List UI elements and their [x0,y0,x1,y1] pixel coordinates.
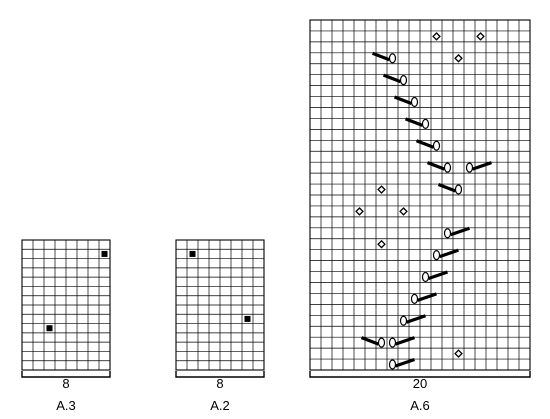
cable-bar [437,183,457,193]
cable-bar [371,51,391,62]
cable-oval [388,53,397,64]
cable-bar [360,336,380,346]
diamond-symbol [399,207,408,216]
cable-oval [465,162,474,173]
chart-a2-width-bracket [175,371,265,378]
cable-slash-symbol [371,51,397,64]
diamond-symbol [432,32,441,41]
cable-oval [421,271,430,283]
cable-bar [405,314,427,324]
cable-slash-symbol [432,248,460,261]
diamond-symbol [454,349,463,358]
cable-bar [427,270,449,281]
filled-square-symbol [101,250,108,257]
cable-slash-symbol [410,292,438,305]
bracket-line [309,371,531,378]
cable-oval [388,337,397,348]
chart-a3-width-label: 8 [62,376,69,391]
cable-bar [438,248,460,259]
chart-a3-symbols [46,250,108,332]
filled-square-symbol [46,325,53,332]
chart-a2-grid [175,239,265,371]
cable-oval [410,293,419,305]
cable-slash-symbol [465,161,493,173]
chart-a6-width-bracket [309,371,531,378]
diamond-symbol [476,32,485,41]
cable-oval [421,118,430,130]
cable-bar [471,161,493,171]
cable-slash-symbol [399,314,427,326]
chart-a6: 20 A.6 [309,19,531,413]
cable-slash-symbol [388,336,416,348]
chart-a3-name: A.3 [56,398,76,413]
cable-bar [426,161,446,171]
chart-a2-symbols [189,250,251,322]
chart-a3: 8 A.3 [21,239,111,413]
chart-a6-symbols [355,32,493,370]
chart-a6-grid [309,19,531,371]
diamond-symbol [377,239,386,249]
cable-bar [394,358,416,368]
cable-bar [394,336,416,346]
cable-bar [382,73,402,84]
cable-bar [416,292,438,302]
chart-a2-width-label: 8 [216,376,223,391]
chart-a2-name: A.2 [210,398,230,413]
cable-slash-symbol [437,183,463,195]
cable-bar [404,117,424,127]
cable-oval [432,250,441,261]
cable-slash-symbol [443,226,471,239]
cable-slash-symbol [415,139,441,151]
cable-slash-symbol [404,117,430,130]
cable-oval [454,184,463,195]
cable-slash-symbol [393,95,419,108]
cable-slash-symbol [426,161,452,173]
chart-a3-grid [21,239,111,371]
chart-a6-name: A.6 [410,398,430,413]
cable-bar [415,139,435,149]
cable-bar [393,95,413,106]
cable-oval [377,337,386,348]
chart-a2: 8 A.2 [175,239,265,413]
cable-slash-symbol [421,270,449,283]
filled-square-symbol [189,250,196,257]
cable-oval [399,315,408,326]
cable-oval [388,359,397,370]
cable-slash-symbol [382,73,408,86]
cable-oval [399,75,408,86]
filled-square-symbol [244,315,251,322]
cable-oval [432,140,441,151]
cable-oval [443,162,452,173]
chart-a3-width-bracket [21,371,111,378]
cable-slash-symbol [388,358,416,370]
bracket-line [21,371,111,378]
cable-slash-symbol [360,336,386,348]
diamond-symbol [355,207,364,216]
cable-bar [449,226,471,237]
diamond-symbol [454,53,463,63]
cable-oval [443,228,452,239]
bracket-line [175,371,265,378]
cable-oval [410,96,419,108]
diamond-symbol [377,185,386,194]
chart-a6-width-label: 20 [413,376,427,391]
